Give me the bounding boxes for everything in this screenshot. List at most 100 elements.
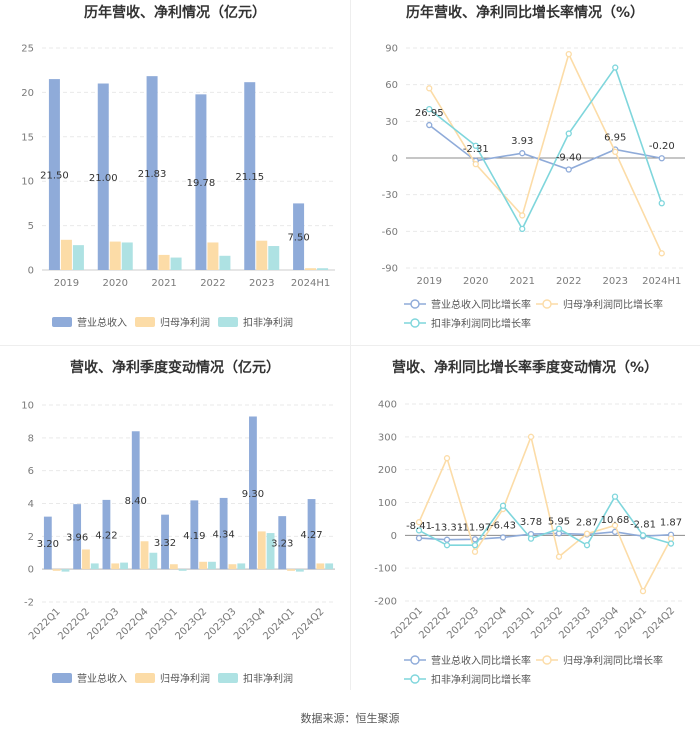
point-扣非净利润同比增长率 (415, 527, 423, 534)
data-label: 6.95 (604, 133, 626, 144)
x-tick-label: 2021 (510, 276, 535, 287)
data-label: 3.32 (154, 538, 176, 549)
x-tick-label: 2020 (463, 276, 488, 287)
data-label: 21.83 (138, 169, 167, 180)
y-tick-label: 15 (21, 132, 34, 143)
y-tick-label: 8 (28, 433, 34, 444)
bar-营业总收入 (102, 499, 111, 570)
data-label: 3.78 (520, 517, 542, 528)
bar-归母净利润 (60, 239, 72, 270)
bar-归母净利润 (256, 240, 268, 270)
y-tick-label: 6 (28, 466, 34, 477)
bar-归母净利润 (228, 564, 237, 570)
bar-营业总收入 (43, 516, 52, 570)
quarterly-growth-rate-chart: 营收、净利同比增长率季度变动情况（%） -200 -100 0 100 200 300 40… (350, 345, 700, 690)
legend-label: 营业总收入同比增长率 (431, 298, 531, 311)
y-tick-label: 0 (28, 565, 34, 576)
line-营业总收入同比增长率 (428, 124, 662, 171)
bar-营业总收入 (293, 203, 305, 270)
y-tick-label: 10 (21, 177, 34, 188)
data-label: 3.96 (66, 533, 88, 544)
bar-营业总收入 (307, 499, 316, 570)
bar-营业总收入 (146, 76, 158, 270)
bar-归母净利润 (140, 541, 149, 570)
bar-归母净利润 (111, 563, 120, 570)
bar-归母净利润 (199, 561, 208, 570)
data-label: 5.95 (548, 516, 570, 527)
y-tick-label: -100 (374, 564, 397, 575)
bar-营业总收入 (278, 516, 287, 570)
bar-扣非净利润 (325, 563, 334, 570)
point-归母净利润同比增长率 (639, 587, 647, 595)
point-归母净利润同比增长率 (519, 212, 526, 219)
point-扣非净利润同比增长率 (472, 142, 479, 149)
bar-扣非净利润 (90, 563, 99, 570)
y-tick-label: 2 (28, 532, 34, 543)
bar-归母净利润 (169, 564, 178, 570)
point-扣非净利润同比增长率 (583, 542, 591, 549)
point-营业总收入同比增长率 (499, 534, 507, 541)
data-label: 7.50 (287, 233, 309, 244)
bar-归母净利润 (257, 531, 266, 570)
point-扣非净利润同比增长率 (611, 493, 619, 500)
point-营业总收入同比增长率 (443, 536, 451, 543)
y-tick-label: 20 (21, 88, 34, 99)
annual-growth-rate-chart: 历年营收、净利同比增长率情况（%） -90 -60 -30 0 30 60 90 2019 20… (350, 0, 700, 345)
bar-营业总收入 (195, 94, 207, 270)
data-label: 21.15 (235, 172, 264, 183)
point-归母净利润同比增长率 (426, 85, 433, 92)
legend-marker (410, 655, 420, 665)
data-label: 10.68 (601, 515, 630, 526)
bar-扣非净利润 (266, 533, 275, 570)
point-扣非净利润同比增长率 (471, 542, 479, 549)
point-扣非净利润同比增长率 (612, 64, 619, 71)
point-归母净利润同比增长率 (527, 433, 535, 440)
point-归母净利润同比增长率 (658, 250, 665, 257)
point-归母净利润同比增长率 (667, 535, 675, 542)
data-label: 4.27 (300, 530, 322, 541)
point-营业总收入同比增长率 (415, 534, 423, 542)
y-tick-label: 300 (378, 432, 397, 443)
x-tick-label: 2022 (556, 276, 581, 287)
point-扣非净利润同比增长率 (658, 200, 665, 207)
bar-扣非净利润 (317, 268, 329, 270)
bar-扣非净利润 (295, 569, 304, 572)
chart-title: 历年营收、净利同比增长率情况（%） (405, 5, 645, 21)
data-label: -9.40 (556, 152, 582, 163)
legend-label: 扣非净利润 (243, 316, 293, 329)
data-label: 3.23 (271, 539, 293, 550)
bar-归母净利润 (109, 241, 121, 270)
bar-营业总收入 (161, 514, 169, 570)
point-营业总收入同比增长率 (471, 536, 479, 543)
x-tick-label: 2024Q2 (291, 606, 327, 642)
legend-marker (542, 299, 552, 309)
point-归母净利润同比增长率 (415, 519, 423, 526)
legend-label: 营业总收入同比增长率 (431, 654, 531, 667)
legend-label: 归母净利润同比增长率 (563, 298, 663, 311)
annual-revenue-profit-chart: 历年营收、净利情况（亿元） 0 5 10 15 20 25 2019 2020 2021 2022… (0, 0, 350, 345)
y-tick-label: 100 (378, 498, 397, 509)
x-tick-label: 2020 (103, 278, 128, 289)
bar-营业总收入 (97, 83, 109, 271)
bar-营业总收入 (219, 497, 228, 570)
bar-扣非净利润 (72, 245, 84, 270)
legend-swatch (135, 317, 155, 327)
bar-归母净利润 (316, 563, 325, 570)
data-label: 8.40 (125, 496, 147, 507)
x-tick-label: 2019 (417, 276, 442, 287)
data-label: 19.78 (187, 178, 216, 189)
point-扣非净利润同比增长率 (426, 105, 433, 113)
y-tick-label: 90 (385, 44, 398, 55)
point-扣非净利润同比增长率 (499, 502, 507, 509)
data-label: 21.00 (89, 173, 118, 184)
y-tick-label: 10 (21, 401, 34, 412)
legend-marker (410, 674, 420, 684)
bar-营业总收入 (244, 82, 256, 270)
data-label: -2.81 (630, 519, 656, 530)
y-tick-label: 25 (21, 44, 34, 55)
point-扣非净利润同比增长率 (527, 535, 535, 542)
y-tick-label: -60 (382, 227, 398, 238)
legend-marker (542, 655, 552, 665)
point-归母净利润同比增长率 (555, 553, 563, 560)
point-归母净利润同比增长率 (583, 530, 591, 537)
